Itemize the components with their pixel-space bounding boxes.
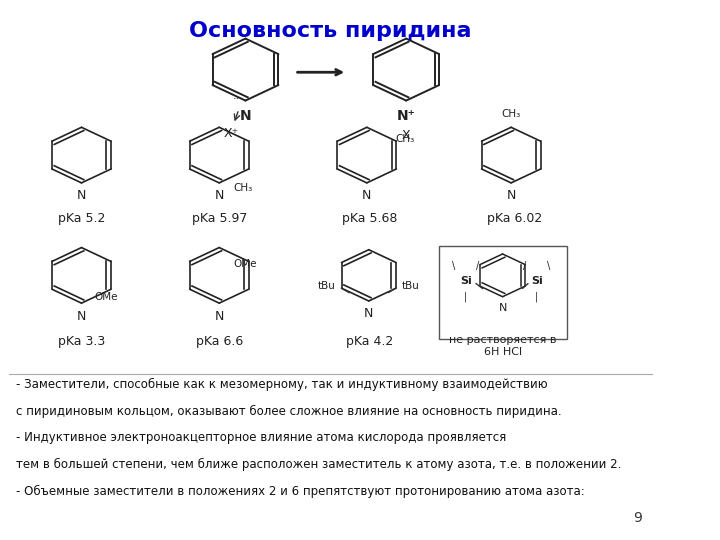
Text: tBu: tBu [402, 281, 420, 291]
Text: N: N [77, 190, 86, 202]
Text: CH₃: CH₃ [502, 109, 521, 119]
Text: \: \ [547, 261, 550, 271]
Text: /: / [476, 261, 480, 271]
Text: N: N [77, 309, 86, 322]
Text: 9: 9 [634, 511, 642, 525]
Text: ··: ·· [233, 94, 240, 105]
Text: /: / [523, 261, 526, 271]
Text: N: N [362, 190, 372, 202]
Text: с пиридиновым кольцом, оказывают более сложное влияние на основность пиридина.: с пиридиновым кольцом, оказывают более с… [16, 404, 562, 418]
Text: N: N [240, 109, 251, 123]
Text: N: N [506, 190, 516, 202]
Text: - Заместители, способные как к мезомерному, так и индуктивному взаимодействию: - Заместители, способные как к мезомерно… [16, 378, 547, 391]
Text: |: | [464, 292, 467, 302]
Text: tBu: tBu [318, 281, 335, 291]
Text: CH₃: CH₃ [234, 183, 253, 193]
Text: не растворяется в
6H HCl: не растворяется в 6H HCl [449, 335, 557, 357]
Text: Si: Si [460, 276, 472, 286]
Text: - Объемные заместители в положениях 2 и 6 препятствуют протонированию атома азот: - Объемные заместители в положениях 2 и … [16, 485, 585, 498]
Text: pKa 3.3: pKa 3.3 [58, 335, 105, 348]
Text: pKa 5.68: pKa 5.68 [343, 212, 397, 225]
Text: pKa 6.6: pKa 6.6 [196, 335, 243, 348]
Text: OMe: OMe [234, 259, 257, 268]
Text: Основность пиридина: Основность пиридина [189, 22, 472, 42]
Text: N: N [498, 303, 507, 313]
Text: |: | [535, 292, 539, 302]
Text: N: N [215, 309, 224, 322]
Text: N⁺: N⁺ [397, 109, 415, 123]
Text: \: \ [452, 261, 456, 271]
Text: pKa 6.02: pKa 6.02 [487, 212, 542, 225]
Text: CH₃: CH₃ [395, 134, 414, 144]
Text: - Индуктивное электроноакцепторное влияние атома кислорода проявляется: - Индуктивное электроноакцепторное влиян… [16, 431, 506, 444]
Text: X⁺: X⁺ [223, 127, 238, 140]
Text: pKa 4.2: pKa 4.2 [346, 335, 394, 348]
Text: N: N [364, 307, 374, 320]
Text: OMe: OMe [94, 292, 118, 302]
Text: Si: Si [531, 276, 543, 286]
Text: X: X [402, 130, 410, 143]
Text: тем в большей степени, чем ближе расположен заместитель к атому азота, т.е. в по: тем в большей степени, чем ближе располо… [16, 458, 621, 471]
Text: N: N [215, 190, 224, 202]
Text: pKa 5.97: pKa 5.97 [192, 212, 247, 225]
Text: pKa 5.2: pKa 5.2 [58, 212, 105, 225]
